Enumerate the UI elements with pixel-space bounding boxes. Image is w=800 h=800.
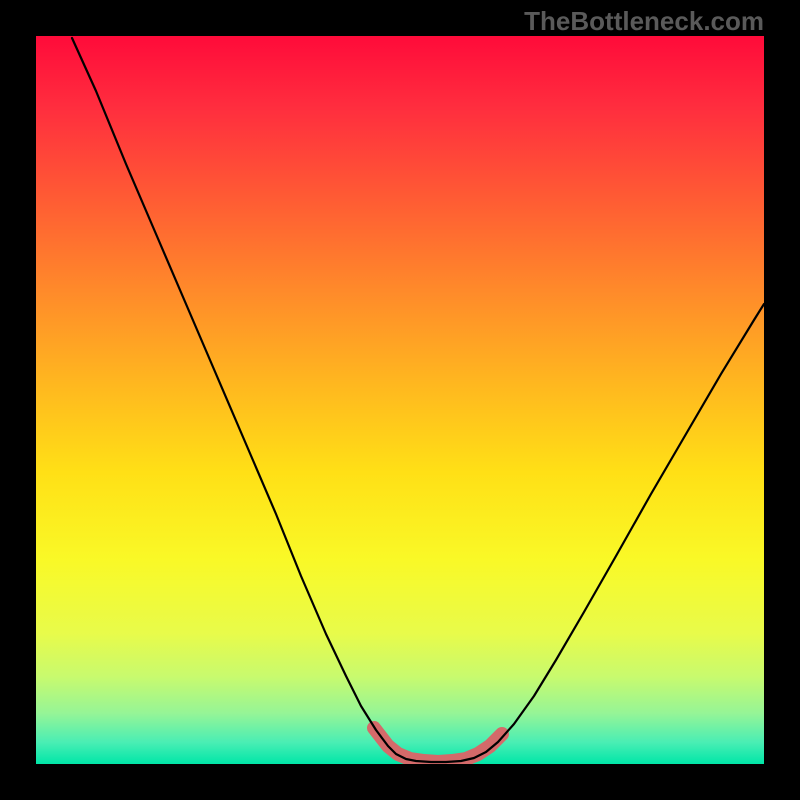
highlight-band: [374, 728, 502, 762]
curve-layer: [36, 36, 764, 764]
plot-area: [36, 36, 764, 764]
watermark-text: TheBottleneck.com: [524, 6, 764, 37]
chart-canvas: TheBottleneck.com: [0, 0, 800, 800]
bottleneck-curve: [72, 38, 764, 762]
